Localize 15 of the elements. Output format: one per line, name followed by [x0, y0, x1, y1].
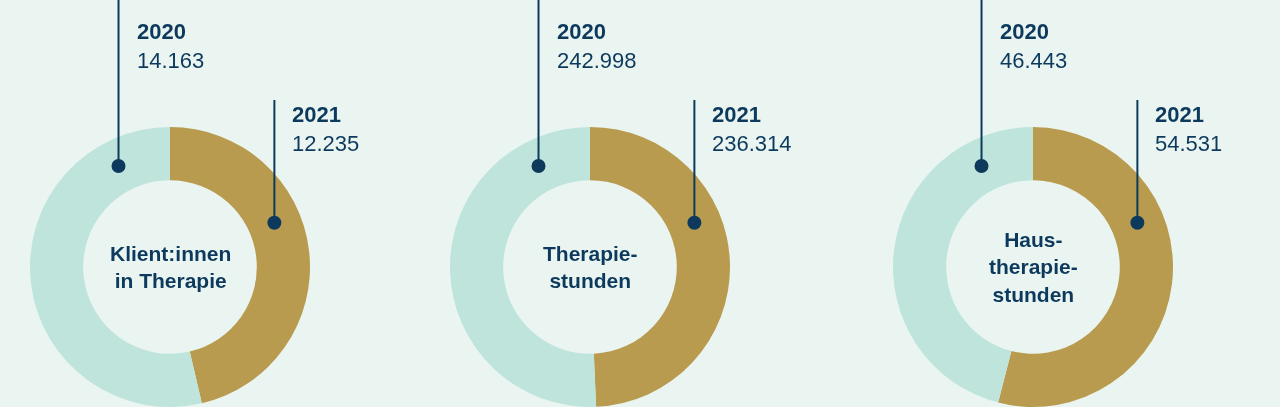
data-label: 242.998 — [557, 47, 637, 73]
data-label: 46.443 — [1000, 47, 1068, 73]
data-label: 14.163 — [137, 47, 205, 73]
slice-label: 2020 — [557, 19, 606, 44]
slice-label: 2021 — [1155, 102, 1204, 127]
text: Haus- therapie- stunden — [989, 228, 1078, 306]
text: Therapie- stunden — [543, 242, 638, 293]
data-label: 54.531 — [1155, 130, 1223, 156]
data-label: 12.235 — [292, 130, 360, 156]
data-label: 236.314 — [712, 130, 792, 156]
slice-label: 2020 — [137, 19, 186, 44]
slice-label: 2020 — [1000, 19, 1049, 44]
slice-label: 2021 — [292, 102, 341, 127]
text: Klient:innen in Therapie — [110, 242, 232, 293]
slice-label: 2021 — [712, 102, 761, 127]
